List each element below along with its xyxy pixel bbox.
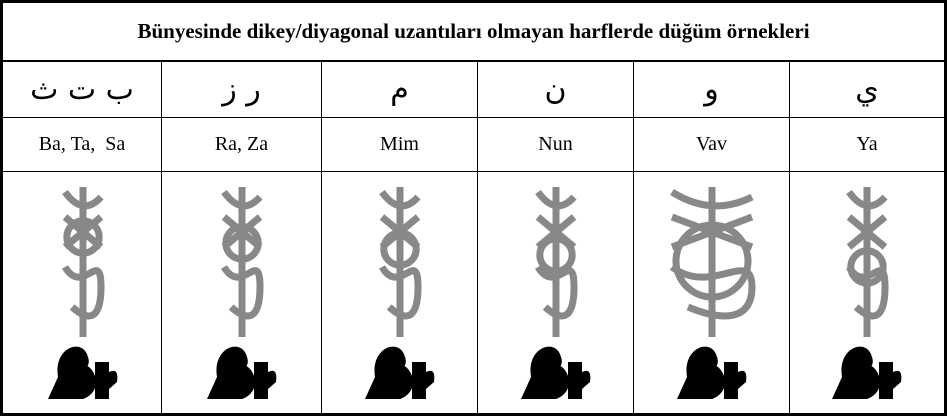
ornament-cell: [478, 172, 634, 413]
knot-ornament: [521, 187, 591, 399]
ornament-cell: [790, 172, 944, 413]
letter-cell: ر ز: [162, 62, 322, 118]
ornament-cell: [162, 172, 322, 413]
name-cell: Nun: [478, 118, 634, 172]
ornament-cell: [322, 172, 478, 413]
name-cell: Ba, Ta, Sa: [3, 118, 162, 172]
letter-cell: ب ت ث: [3, 62, 162, 118]
letter-cell: م: [322, 62, 478, 118]
name-cell: Ra, Za: [162, 118, 322, 172]
name-cell: Mim: [322, 118, 478, 172]
knot-ornament: [832, 187, 902, 399]
letter-cell: ن: [478, 62, 634, 118]
knot-ornament: [365, 187, 435, 399]
letter-cell: و: [634, 62, 790, 118]
ornament-cell: [634, 172, 790, 413]
name-cell: Ya: [790, 118, 944, 172]
name-cell: Vav: [634, 118, 790, 172]
letter-cell: ي: [790, 62, 944, 118]
knot-ornament: [47, 187, 117, 399]
table-title: Bünyesinde dikey/diyagonal uzantıları ol…: [3, 3, 944, 62]
knot-ornament: [669, 187, 756, 399]
ornament-cell: [3, 172, 162, 413]
knot-ornament: [207, 187, 277, 399]
